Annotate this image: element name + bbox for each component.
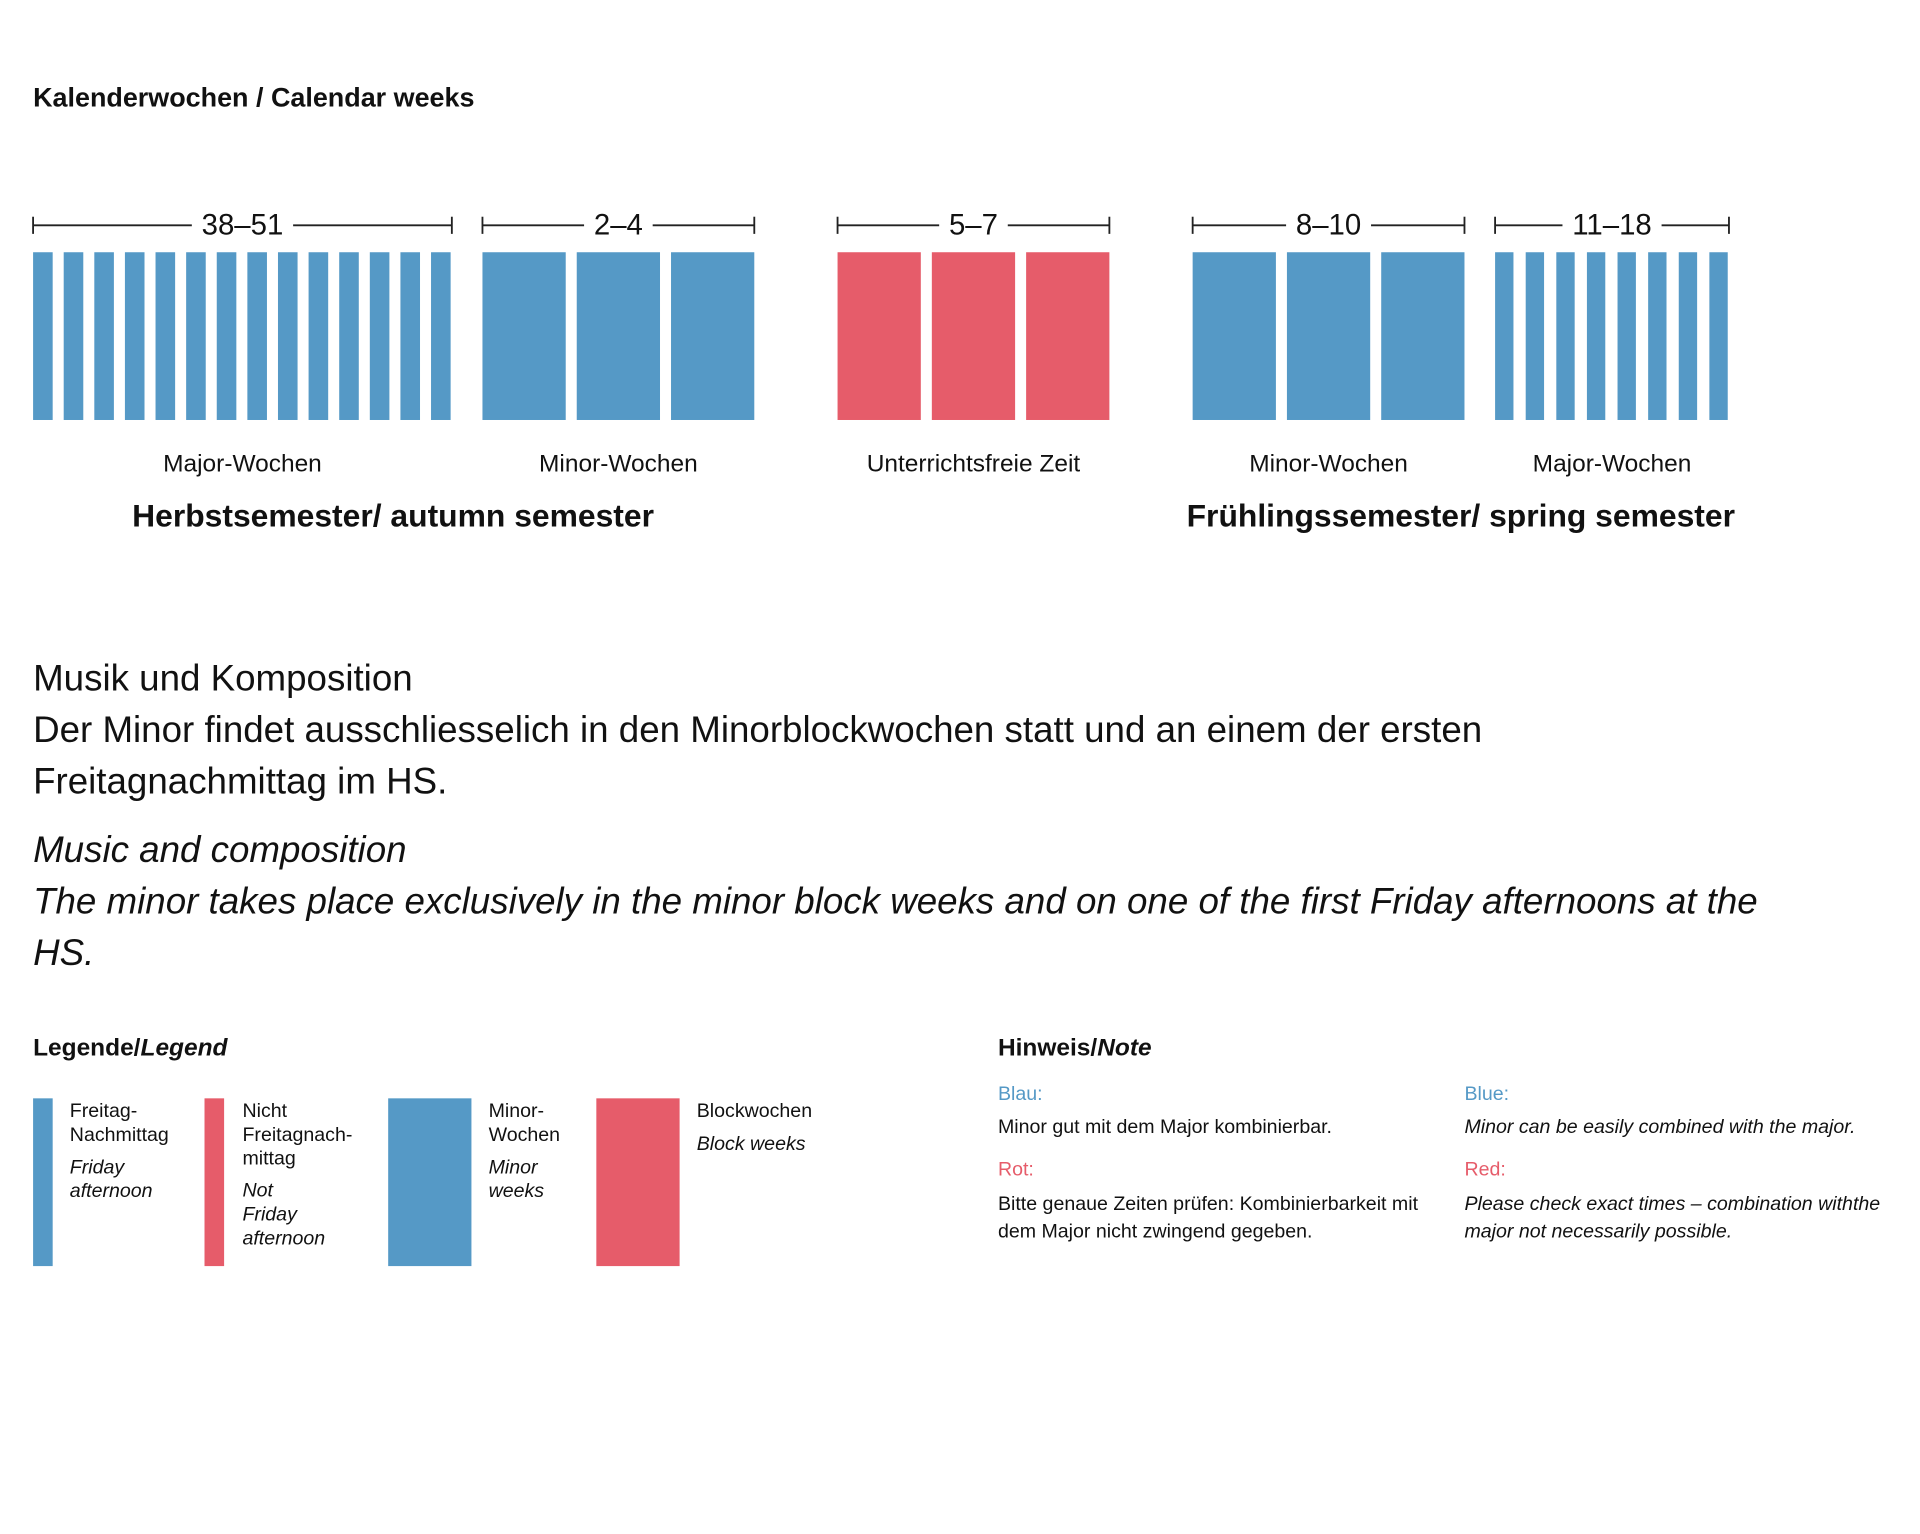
legend-title-de: Legende/ <box>33 1035 141 1062</box>
legend-text-de: Minor- <box>489 1100 544 1122</box>
note-title-en: Note <box>1097 1035 1151 1062</box>
note-title: Hinweis/Note <box>998 1035 1152 1062</box>
semester-label: Herbstsemester/ autumn semester <box>132 497 654 533</box>
week-bar <box>1586 252 1606 420</box>
note-red-text: Bitte genaue Zeiten prüfen: Kombinierbar… <box>998 1193 1419 1215</box>
week-bar <box>1525 252 1545 420</box>
legend-text-de: Nachmittag <box>70 1124 169 1146</box>
legend-swatch <box>33 1098 53 1267</box>
note-blue-text: Minor gut mit dem Major kombinierbar. <box>998 1116 1332 1138</box>
legend-text-en: weeks <box>489 1180 545 1202</box>
note-blue-label: Blau: <box>998 1083 1043 1105</box>
legend-text-en: Not <box>242 1180 274 1202</box>
week-bar <box>339 252 359 420</box>
week-range: 38–51 <box>202 208 284 241</box>
note-title-de: Hinweis/ <box>998 1035 1097 1062</box>
week-bar <box>400 252 421 420</box>
legend-text-de: Freitagnach- <box>242 1124 352 1146</box>
note-blue-text: Minor can be easily combined with the ma… <box>1464 1116 1855 1138</box>
note-red-text: dem Major nicht zwingend gegeben. <box>998 1221 1313 1243</box>
week-bar <box>1678 252 1698 420</box>
description-en: HS. <box>33 932 94 973</box>
week-bar <box>308 252 329 420</box>
week-range: 8–10 <box>1296 208 1361 241</box>
note-blue-label: Blue: <box>1464 1083 1509 1105</box>
legend-title-en: Legend <box>141 1035 229 1062</box>
legend-text-en: afternoon <box>70 1180 153 1202</box>
week-range: 11–18 <box>1572 208 1652 241</box>
week-range: 5–7 <box>949 208 998 241</box>
description-en: Music and composition <box>33 829 406 870</box>
week-bar <box>186 252 206 420</box>
week-bar <box>277 252 298 420</box>
legend-swatch <box>596 1098 680 1267</box>
week-bar <box>155 252 176 420</box>
legend-text-en: Minor <box>489 1156 539 1178</box>
page-title: Kalenderwochen / Calendar weeks <box>33 82 474 112</box>
week-bar <box>931 252 1016 420</box>
week-bar <box>63 252 84 420</box>
description-de: Freitagnachmittag im HS. <box>33 760 447 801</box>
note-red-label: Red: <box>1464 1159 1505 1181</box>
week-bar <box>1026 252 1110 420</box>
week-bar <box>94 252 114 420</box>
note-red-text: Please check exact times – combination w… <box>1464 1193 1880 1215</box>
week-bar <box>1648 252 1667 420</box>
note-red-text: major not necessarily possible. <box>1464 1221 1732 1243</box>
week-bar <box>1709 252 1728 420</box>
legend-text-en: Friday <box>70 1156 126 1178</box>
group-label: Major-Wochen <box>1533 451 1692 478</box>
week-bar <box>124 252 145 420</box>
week-bar <box>247 252 267 420</box>
legend-text-en: Friday <box>242 1203 298 1225</box>
week-bar <box>1381 252 1465 420</box>
week-bar <box>482 252 566 420</box>
week-bar <box>837 252 921 420</box>
week-range: 2–4 <box>594 208 643 241</box>
week-bar <box>671 252 755 420</box>
week-bar <box>369 252 390 420</box>
legend-text-de: Wochen <box>489 1124 560 1146</box>
week-bar <box>1556 252 1575 420</box>
week-bar <box>576 252 661 420</box>
description-en: The minor takes place exclusively in the… <box>33 880 1758 921</box>
week-bar <box>33 252 53 420</box>
legend-text-de: Nicht <box>242 1100 287 1122</box>
legend-text-en: Block weeks <box>697 1133 806 1155</box>
bracket-gap <box>584 208 653 243</box>
legend-text-de: Freitag- <box>70 1100 137 1122</box>
legend-text-en: afternoon <box>242 1227 325 1249</box>
bracket-gap <box>1562 208 1662 243</box>
week-bar <box>1286 252 1371 420</box>
legend-swatch <box>204 1098 225 1267</box>
legend-title: Legende/Legend <box>33 1035 228 1062</box>
week-bar <box>1495 252 1514 420</box>
bracket-gap <box>1286 208 1372 243</box>
legend-text-de: Blockwochen <box>697 1100 812 1122</box>
group-label: Minor-Wochen <box>539 451 698 478</box>
legend-text-de: mittag <box>242 1148 295 1170</box>
description-de: Musik und Komposition <box>33 658 413 699</box>
week-bar <box>1192 252 1276 420</box>
group-label: Unterrichtsfreie Zeit <box>867 451 1081 478</box>
week-bar <box>1617 252 1636 420</box>
group-label: Major-Wochen <box>163 451 322 478</box>
bracket-gap <box>939 208 1008 243</box>
week-bar <box>431 252 451 420</box>
legend-swatch <box>388 1098 472 1267</box>
group-label: Minor-Wochen <box>1249 451 1408 478</box>
note-red-label: Rot: <box>998 1159 1034 1181</box>
week-bar <box>216 252 237 420</box>
semester-label: Frühlingssemester/ spring semester <box>1187 497 1735 533</box>
bracket-gap <box>191 208 294 243</box>
description-de: Der Minor findet ausschliesselich in den… <box>33 709 1482 750</box>
